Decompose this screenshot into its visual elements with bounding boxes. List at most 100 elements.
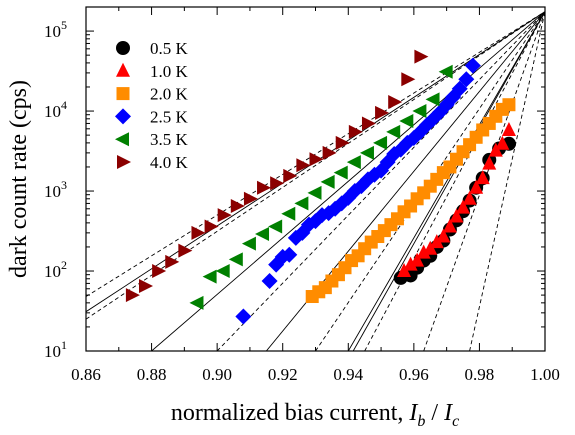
legend-marker <box>115 132 129 147</box>
data-point <box>152 264 167 279</box>
data-point <box>268 219 283 234</box>
data-point <box>346 155 361 170</box>
legend-item: 4.0 K <box>117 153 189 172</box>
fit-line-4 <box>347 11 545 351</box>
data-point <box>309 152 324 167</box>
data-point <box>125 288 140 303</box>
data-point <box>283 168 298 183</box>
data-point <box>361 116 376 131</box>
data-point <box>458 71 475 88</box>
data-point <box>228 252 243 267</box>
data-point <box>270 176 285 191</box>
legend-label: 3.5 K <box>150 130 189 149</box>
fit-line-7 <box>86 11 545 320</box>
x-tick-label: 0.88 <box>137 365 167 384</box>
legend-label: 0.5 K <box>150 39 189 58</box>
data-point <box>429 234 444 249</box>
data-point <box>501 121 516 136</box>
data-point <box>375 105 390 120</box>
x-tick-label: 0.92 <box>268 365 298 384</box>
data-point <box>296 158 311 173</box>
x-axis-label: normalized bias current, Ib / Ic <box>171 400 459 430</box>
legend-label: 2.5 K <box>150 107 189 126</box>
legend-label: 1.0 K <box>150 62 189 81</box>
legend: 0.5 K 1.0 K 2.0 K 2.5 K 3.5 K 4.0 K <box>115 39 189 172</box>
data-point <box>399 114 414 129</box>
data-point <box>410 252 425 267</box>
data-point <box>482 155 497 170</box>
y-tick-label: 105 <box>44 18 67 41</box>
legend-marker <box>116 41 130 55</box>
legend-label: 2.0 K <box>150 85 189 104</box>
data-point <box>449 208 464 223</box>
data-point <box>261 273 278 290</box>
x-tick-label: 0.86 <box>71 365 101 384</box>
data-point <box>469 179 484 194</box>
data-point <box>215 264 230 279</box>
fit-line-10 <box>364 11 545 351</box>
data-markers <box>125 49 516 325</box>
data-point <box>235 308 252 325</box>
x-tick-label: 1.00 <box>530 365 560 384</box>
legend-marker <box>115 108 131 125</box>
legend-marker <box>116 62 130 77</box>
fit-line-2 <box>151 11 545 351</box>
series-3-5-K <box>189 64 453 310</box>
fit-line-5 <box>352 11 545 351</box>
y-tick-label: 102 <box>44 258 67 281</box>
data-point <box>359 145 374 160</box>
data-point <box>495 135 510 150</box>
data-point <box>438 64 453 79</box>
legend-marker <box>116 87 130 101</box>
data-point <box>451 80 468 97</box>
data-point <box>165 254 180 269</box>
data-point <box>456 199 471 214</box>
data-point <box>178 243 193 258</box>
data-point <box>230 199 245 214</box>
data-point <box>464 57 481 74</box>
data-point <box>416 244 431 259</box>
data-point <box>294 196 309 211</box>
data-point <box>388 94 403 109</box>
data-point <box>414 49 429 64</box>
y-tick-labels: 101 102 103 104 105 <box>44 18 67 361</box>
data-point <box>204 219 219 234</box>
data-point <box>320 174 335 189</box>
y-tick-label: 101 <box>44 338 67 361</box>
data-point <box>333 165 348 180</box>
x-tick-label: 0.90 <box>202 365 232 384</box>
legend-item: 1.0 K <box>116 62 189 81</box>
x-tick-label: 0.96 <box>399 365 429 384</box>
data-point <box>307 185 322 200</box>
y-tick-label: 104 <box>44 98 67 121</box>
data-point <box>412 104 427 119</box>
data-point <box>241 236 256 251</box>
data-point <box>502 98 516 112</box>
y-axis-label: dark count rate (cps) <box>6 80 32 278</box>
data-point <box>139 278 154 293</box>
fit-line-12 <box>469 11 545 351</box>
legend-label: 4.0 K <box>150 153 189 172</box>
data-point <box>255 227 270 242</box>
data-point <box>401 72 416 87</box>
legend-item: 2.0 K <box>116 85 189 104</box>
fit-line-6 <box>86 11 545 297</box>
data-point <box>436 228 451 243</box>
x-tick-label: 0.98 <box>465 365 495 384</box>
data-point <box>403 256 418 271</box>
legend-item: 0.5 K <box>116 39 189 58</box>
data-point <box>322 145 337 160</box>
data-point <box>281 206 296 221</box>
series-2-5-K <box>235 57 481 325</box>
x-tick-labels: 0.86 0.88 0.90 0.92 0.94 0.96 0.98 1.00 <box>71 365 560 384</box>
y-tick-label: 103 <box>44 178 67 201</box>
data-point <box>191 225 206 240</box>
legend-marker <box>117 155 131 169</box>
legend-item: 2.5 K <box>115 107 189 126</box>
data-point <box>189 295 204 310</box>
series-1-0-K <box>397 121 516 278</box>
data-point <box>202 269 217 284</box>
data-point <box>243 191 258 206</box>
fit-line-8 <box>216 11 545 351</box>
